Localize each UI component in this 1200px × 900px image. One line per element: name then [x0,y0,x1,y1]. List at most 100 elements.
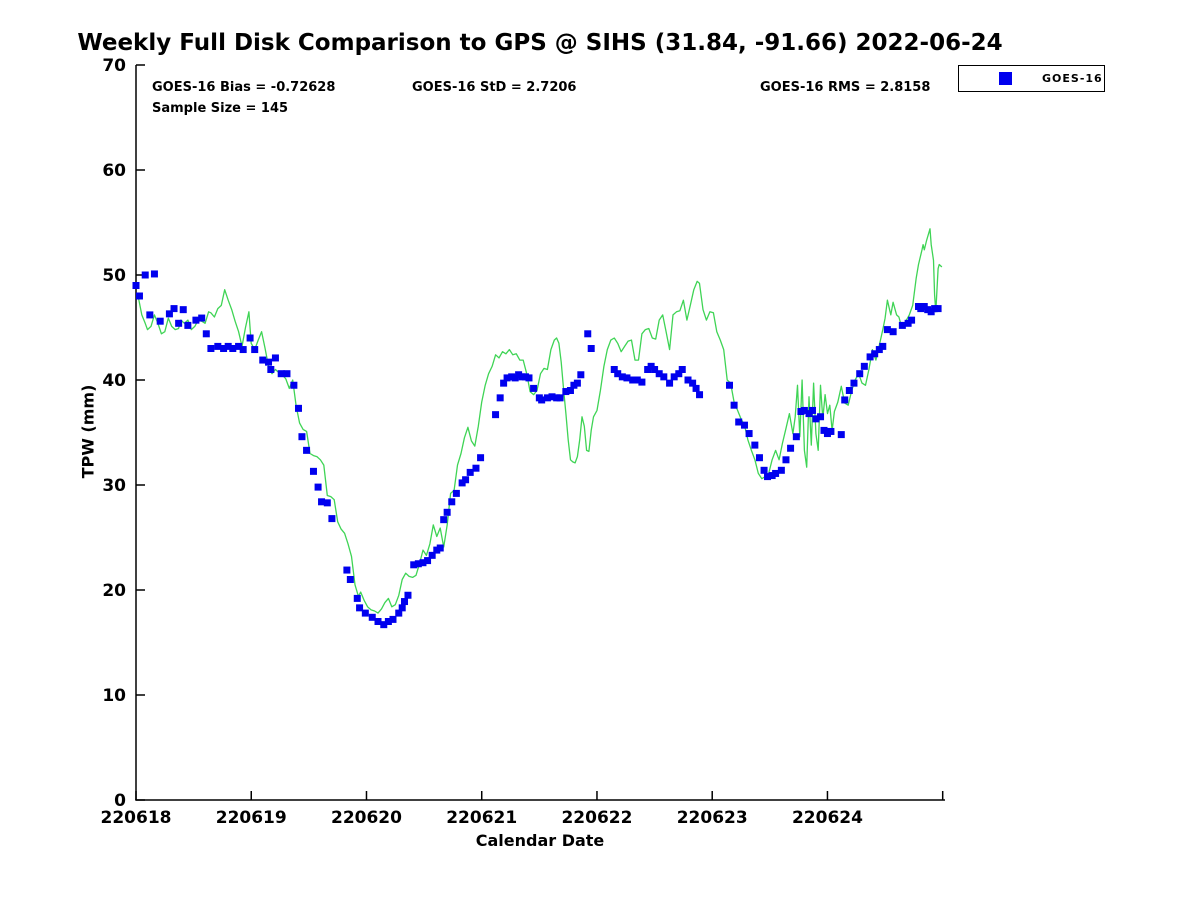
goes16-marker [883,326,891,334]
goes16-marker [841,396,849,404]
goes16-marker [207,345,215,352]
goes16-marker [361,609,369,617]
x-tick-label: 220624 [792,808,863,828]
goes16-marker [419,559,427,567]
goes16-marker [414,560,422,568]
goes16-marker [792,433,800,441]
goes16-marker [353,594,361,602]
goes16-marker [908,316,916,324]
goes16-marker [827,427,835,435]
goes16-marker [898,321,906,329]
goes16-marker [751,441,759,449]
goes16-marker [772,469,780,477]
goes16-marker [259,356,267,364]
goes16-marker [856,370,864,378]
goes16-marker [472,464,480,472]
goes16-marker [777,466,785,474]
stat-sample-size: Sample Size = 145 [152,101,289,116]
goes16-marker [871,350,879,358]
x-tick-label: 220622 [561,808,632,828]
goes16-marker [380,621,388,629]
x-tick-label: 220618 [101,808,172,828]
goes16-marker [165,310,173,318]
goes16-marker [689,379,697,387]
goes16-marker [660,373,668,381]
goes16-marker [271,354,279,362]
goes16-marker [817,413,825,421]
goes16-marker [239,346,247,354]
goes16-marker [448,498,456,506]
goes16-marker [633,376,641,384]
y-tick-label: 70 [102,56,126,76]
goes16-marker [265,358,273,366]
goes16-marker [440,516,448,524]
y-tick-label: 20 [102,581,126,601]
x-tick-label: 220623 [677,808,748,828]
goes16-marker [562,388,570,396]
goes16-marker [398,604,406,612]
goes16-marker [614,370,622,378]
y-axis-title: TPW (mm) [78,384,98,479]
x-tick-label: 220620 [331,808,402,828]
goes16-marker [556,394,564,402]
goes16-marker [384,618,392,625]
goes16-marker [837,431,845,439]
goes16-marker [764,473,772,481]
goes16-marker [198,314,206,322]
goes16-marker [343,566,351,574]
x-axis-title: Calendar Date [475,831,605,850]
goes16-marker [318,498,326,506]
goes16-marker [229,345,237,352]
goes16-marker [670,373,678,381]
goes16-marker [566,387,574,394]
goes16-marker [283,370,291,378]
goes16-marker [277,370,285,378]
goes16-marker [610,366,618,373]
x-tick-label: 220621 [446,808,517,828]
y-tick-label: 10 [102,686,126,706]
goes16-marker [812,415,820,423]
goes16-marker [573,379,581,387]
goes16-marker [328,515,336,523]
goes16-marker [389,615,397,623]
goes16-marker [678,366,686,373]
goes16-marker [294,404,302,412]
goes16-marker [666,379,674,387]
goes16-marker [356,604,364,612]
goes16-marker [725,381,733,389]
goes16-marker [651,366,659,373]
goes16-marker [782,456,790,464]
y-tick-label: 40 [102,371,126,391]
goes16-marker [251,346,259,354]
goes16-marker [267,366,275,373]
y-tick-label: 30 [102,476,126,496]
goes16-marker [170,305,178,313]
stat-bias: GOES-16 Bias = -0.72628 [152,80,336,95]
goes16-marker [404,591,412,599]
goes16-marker [298,433,306,441]
stat-std: GOES-16 StD = 2.7206 [412,80,577,95]
goes16-marker [179,306,187,314]
goes16-marker [629,376,637,384]
goes16-marker [146,311,154,319]
goes16-marker [740,421,748,429]
legend-label-goes16: GOES-16 [1042,72,1103,85]
goes16-marker [538,396,546,404]
goes16-marker [866,353,874,361]
goes16-marker [496,394,504,402]
goes16-marker [135,292,143,300]
goes16-marker [368,613,376,621]
goes16-marker [692,384,700,392]
goes16-marker [346,576,354,583]
goes16-marker [175,319,183,327]
goes16-marker [224,342,232,350]
goes16-marker [696,391,704,399]
goes16-marker [850,379,858,387]
goes16-marker [246,334,254,342]
goes16-marker [730,401,738,409]
goes16-marker [845,387,853,394]
goes16-marker [684,376,692,384]
goes16-marker [150,270,158,278]
goes16-marker [543,394,551,402]
